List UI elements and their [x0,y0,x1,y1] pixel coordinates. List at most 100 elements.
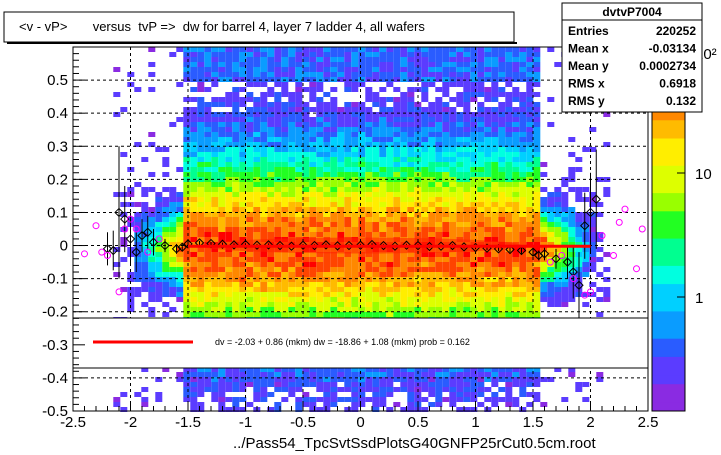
heatmap-cell [386,307,394,312]
stats-value: 220252 [656,24,696,38]
heatmap-cell [309,377,317,382]
colorbar-band [652,292,685,303]
heatmap-cell [337,287,345,292]
heatmap-cell [281,252,289,257]
profile-point-alt [587,288,594,296]
heatmap-cell [435,287,443,292]
heatmap-cell [211,397,219,402]
heatmap-cell [232,182,240,187]
heatmap-cell [302,72,310,77]
y-tick-label: -0.4 [42,370,68,387]
heatmap-cell [463,217,471,222]
heatmap-cell [274,212,282,217]
heatmap-cell [372,207,380,212]
heatmap-cell [400,137,408,142]
heatmap-cell [141,157,149,162]
heatmap-cell [449,227,457,232]
heatmap-cell [358,77,366,82]
heatmap-cell [288,372,296,377]
heatmap-cell [148,257,156,262]
heatmap-cell [456,312,464,317]
heatmap-cell [512,232,520,237]
heatmap-cell [302,117,310,122]
heatmap-cell [183,107,191,112]
heatmap-cell [260,227,268,232]
heatmap-cell [554,212,562,217]
heatmap-cell [372,157,380,162]
heatmap-cell [470,72,478,77]
heatmap-cell [435,392,443,397]
heatmap-cell [302,202,310,207]
heatmap-cell [449,297,457,302]
heatmap-cell [589,252,597,257]
heatmap-cell [463,47,471,52]
colorbar-band [652,192,685,203]
heatmap-cell [519,367,527,372]
heatmap-cell [519,387,527,392]
profile-point [183,239,193,249]
heatmap-cell [134,232,142,237]
heatmap-cell [449,197,457,202]
heatmap-cell [463,197,471,202]
heatmap-cell [393,132,401,137]
heatmap-cell [358,47,366,52]
heatmap-cell [589,222,597,227]
heatmap-cell [323,57,331,62]
heatmap-cell [162,227,170,232]
heatmap-cell [211,257,219,262]
heatmap-cell [225,257,233,262]
heatmap-cell [589,262,597,267]
heatmap-cell [330,282,338,287]
heatmap-cell [505,117,513,122]
heatmap-cell [316,252,324,257]
heatmap-cell [386,202,394,207]
heatmap-cell [519,72,527,77]
heatmap-cell [400,172,408,177]
heatmap-cell [393,277,401,282]
heatmap-cell [463,207,471,212]
heatmap-cell [344,297,352,302]
heatmap-cell [442,377,450,382]
heatmap-cell [442,117,450,122]
heatmap-cell [253,287,261,292]
heatmap-cell [540,197,548,202]
heatmap-cell [323,132,331,137]
heatmap-cell [351,152,359,157]
x-tick-label: 0.5 [408,414,429,431]
heatmap-cell [218,262,226,267]
heatmap-cell [533,132,541,137]
heatmap-cell [533,272,541,277]
heatmap-cell [253,202,261,207]
heatmap-cell [442,267,450,272]
heatmap-cell [134,237,142,242]
heatmap-cell [393,122,401,127]
heatmap-cell [561,302,569,307]
heatmap-cell [302,57,310,62]
heatmap-cell [484,67,492,72]
heatmap-cell [218,217,226,222]
heatmap-cell [183,302,191,307]
heatmap-cell [498,312,506,317]
heatmap-cell [232,102,240,107]
heatmap-cell [372,142,380,147]
heatmap-cell [372,202,380,207]
heatmap-cell [183,382,191,387]
heatmap-cell [127,302,135,307]
heatmap-cell [337,397,345,402]
heatmap-cell [463,52,471,57]
heatmap-cell [204,182,212,187]
heatmap-cell [456,252,464,257]
heatmap-cell [190,237,198,242]
heatmap-cell [505,137,513,142]
grid-lines [73,47,648,411]
heatmap-cell [183,72,191,77]
heatmap-cell [351,192,359,197]
heatmap-cell [505,202,513,207]
heatmap-cell [295,367,303,372]
heatmap-cell [561,262,569,267]
heatmap-cell [225,117,233,122]
heatmap-cell [246,277,254,282]
colorbar-band [652,274,685,285]
heatmap-cell [526,367,534,372]
heatmap-cell [484,232,492,237]
